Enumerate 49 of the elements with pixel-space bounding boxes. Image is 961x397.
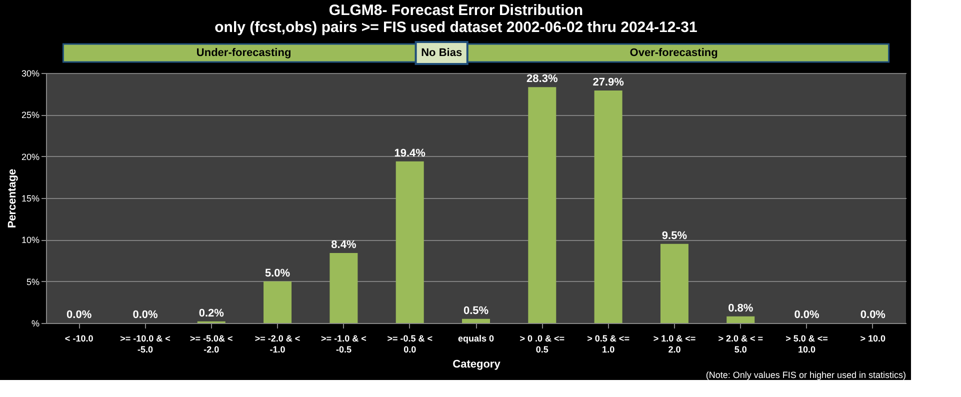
bar: [396, 161, 424, 323]
x-tick-label: > 0.5 & <= 1.0: [587, 334, 630, 354]
bar: [462, 318, 490, 323]
x-tick-label: > 5.0 & <= 10.0: [786, 334, 828, 354]
x-tick-label: > 1.0 & <= 2.0: [653, 334, 696, 354]
data-label: 0.8%: [728, 302, 754, 314]
data-label: 0.5%: [463, 304, 489, 317]
x-tick-label: >= -0.5 & < 0.0: [387, 334, 432, 354]
data-label: 28.3%: [526, 73, 558, 86]
y-tick-label: %: [31, 318, 40, 328]
data-label: 0.0%: [66, 309, 92, 321]
bar: [264, 281, 292, 323]
x-tick-label: > 2.0 & < = 5.0: [718, 334, 764, 354]
x-tick-label: > 0 .0 & <= 0.5: [520, 334, 565, 354]
bar: [660, 244, 688, 323]
data-label: 19.4%: [394, 147, 426, 160]
y-tick-label: 20%: [21, 152, 40, 162]
text: No Bias: [421, 47, 462, 59]
bar: [594, 90, 622, 323]
data-label: 0.0%: [794, 309, 820, 321]
text: GLGM8- Forecast Error Distribution: [328, 2, 584, 19]
data-label: 8.4%: [331, 239, 356, 251]
text: Over-forecasting: [630, 47, 718, 59]
x-axis-title: Category: [452, 358, 502, 370]
y-tick-label: 10%: [21, 235, 40, 246]
text: only (fcst,obs) pairs >= FIS used dataset 2002-06-02 thru 2024-12-31: [214, 19, 698, 36]
bar: [528, 87, 556, 323]
y-tick-label: 30%: [21, 68, 40, 78]
y-tick-label: 5%: [26, 276, 40, 287]
x-tick-label: equals 0: [458, 334, 494, 344]
x-tick-label: > 10.0: [860, 334, 886, 344]
x-tick-label: >= -10.0 & < -5.0: [120, 334, 170, 354]
bar: [726, 316, 755, 323]
data-label: 0.0%: [132, 309, 158, 321]
y-tick-label: 25%: [21, 110, 40, 120]
data-label: 5.0%: [265, 267, 290, 280]
x-tick-label: < -10.0: [64, 334, 94, 344]
bar: [330, 253, 358, 323]
text: Under-forecasting: [196, 47, 292, 59]
data-label: 0.2%: [198, 307, 224, 320]
x-tick-label: >= -2.0 & < -1.0: [254, 334, 300, 354]
data-label: 0.0%: [860, 309, 886, 321]
data-label: 27.9%: [592, 76, 624, 88]
data-label: 9.5%: [662, 230, 688, 242]
text: (Note: Only values FIS or higher used in statistics): [706, 370, 906, 380]
y-axis-title: Percentage: [6, 168, 18, 228]
x-tick-label: >= -1.0 & < -0.5: [321, 334, 366, 354]
x-tick-label: >= -5.0& < -2.0: [190, 334, 233, 354]
y-tick-label: 15%: [21, 194, 40, 204]
